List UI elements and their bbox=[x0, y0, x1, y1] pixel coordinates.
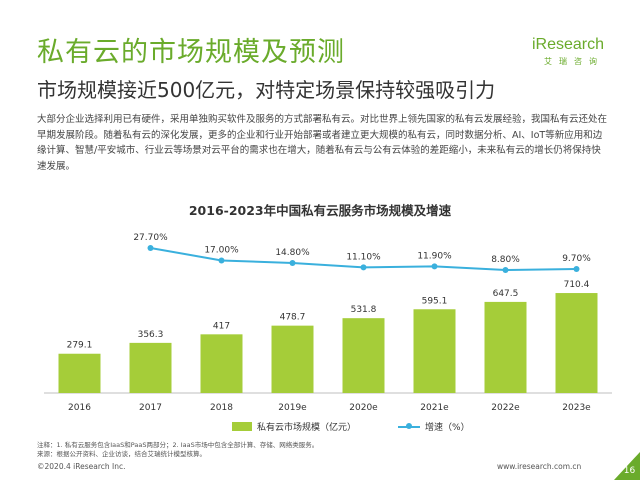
chart-legend: 私有云市场规模（亿元） 增速（%） bbox=[232, 419, 470, 433]
bar-label-2021e: 595.1 bbox=[422, 296, 448, 306]
bar-label-2017: 356.3 bbox=[138, 330, 164, 340]
growth-label-2019e: 14.80% bbox=[275, 248, 310, 258]
page-title: 私有云的市场规模及预测 bbox=[37, 37, 345, 68]
bar-2017 bbox=[129, 342, 172, 393]
growth-point-2020e bbox=[360, 264, 367, 271]
logo-wordmark: iResearch bbox=[532, 36, 605, 53]
x-tick-2018: 2018 bbox=[210, 403, 233, 413]
x-tick-2020e: 2020e bbox=[349, 403, 378, 413]
bar-label-2018: 417 bbox=[213, 321, 230, 331]
logo-subtext: 艾瑞咨询 bbox=[544, 57, 604, 66]
chart-notes: 注释：1. 私有云服务包含IaaS和PaaS两部分；2. IaaS市场中包含全部… bbox=[37, 441, 318, 459]
copyright-text: ©2020.4 iResearch Inc. bbox=[37, 462, 126, 471]
growth-point-2019e bbox=[289, 260, 296, 267]
legend-line-swatch bbox=[398, 422, 421, 431]
bar-label-2022e: 647.5 bbox=[493, 289, 519, 299]
x-tick-2021e: 2021e bbox=[420, 403, 449, 413]
growth-label-2023e: 9.70% bbox=[562, 254, 591, 264]
bar-2016 bbox=[58, 353, 101, 393]
bar-2023e bbox=[555, 293, 598, 393]
growth-label-2020e: 11.10% bbox=[346, 252, 381, 262]
x-tick-2016: 2016 bbox=[68, 403, 91, 413]
source-line: 来源：根据公开资料、企业访谈，结合艾瑞统计模型核算。 bbox=[37, 450, 206, 458]
iresearch-logo: iResearch 艾瑞咨询 bbox=[532, 36, 610, 76]
bar-label-2016: 279.1 bbox=[67, 341, 93, 351]
growth-label-2018: 17.00% bbox=[204, 245, 239, 255]
x-tick-2023e: 2023e bbox=[562, 403, 591, 413]
bar-2019e bbox=[271, 325, 314, 393]
page-subtitle: 市场规模接近500亿元，对特定场景保持较强吸引力 bbox=[37, 78, 496, 102]
x-tick-2019e: 2019e bbox=[278, 403, 307, 413]
legend-bar-label: 私有云市场规模（亿元） bbox=[257, 422, 357, 433]
page-number: 16 bbox=[623, 466, 636, 476]
bar-label-2020e: 531.8 bbox=[351, 305, 377, 315]
legend-line-label: 增速（%） bbox=[425, 422, 470, 433]
legend-bar-swatch bbox=[232, 421, 252, 431]
chart-title: 2016-2023年中国私有云服务市场规模及增速 bbox=[188, 203, 452, 218]
bar-2022e bbox=[484, 301, 527, 393]
x-tick-2022e: 2022e bbox=[491, 403, 520, 413]
growth-point-2021e bbox=[431, 263, 438, 270]
bar-2018 bbox=[200, 334, 243, 393]
bar-label-2023e: 710.4 bbox=[564, 280, 590, 290]
growth-point-2018 bbox=[218, 257, 225, 264]
bar-2020e bbox=[342, 318, 385, 393]
note-line: 注释：1. 私有云服务包含IaaS和PaaS两部分；2. IaaS市场中包含全部… bbox=[37, 441, 319, 449]
intro-paragraph: 大部分企业选择利用已有硬件，采用单独购买软件及服务的方式部署私有云。对比世界上领… bbox=[37, 114, 608, 172]
growth-point-2017 bbox=[147, 245, 154, 251]
x-tick-2017: 2017 bbox=[139, 403, 162, 413]
website-url: www.iresearch.com.cn bbox=[497, 462, 582, 471]
growth-label-2021e: 11.90% bbox=[417, 251, 452, 261]
growth-point-2022e bbox=[502, 267, 509, 273]
bar-2021e bbox=[413, 309, 456, 393]
growth-point-2023e bbox=[573, 265, 580, 272]
growth-label-2022e: 8.80% bbox=[491, 255, 520, 265]
bar-label-2019e: 478.7 bbox=[280, 313, 306, 323]
growth-label-2017: 27.70% bbox=[133, 233, 168, 243]
